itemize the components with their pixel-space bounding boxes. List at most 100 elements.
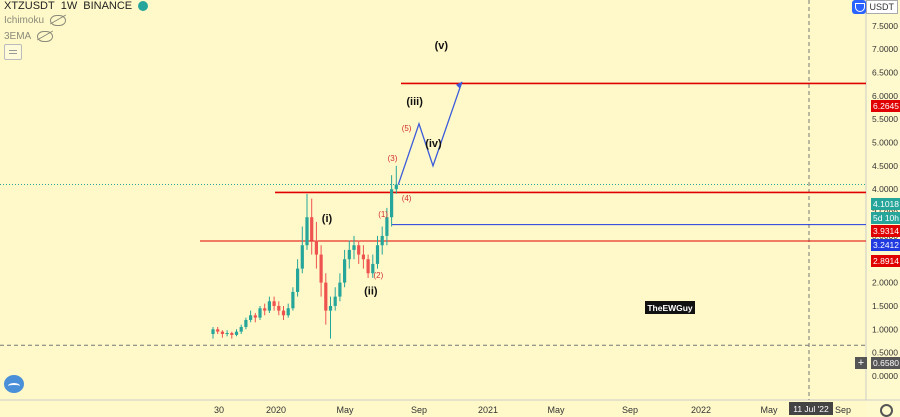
y-tick-label: 2.0000 bbox=[872, 278, 898, 288]
wave-label: (v) bbox=[435, 40, 449, 52]
candle-body[interactable] bbox=[385, 217, 389, 236]
symbol-label: XTZUSDT bbox=[4, 0, 55, 12]
currency-badge[interactable]: USDT bbox=[865, 0, 898, 14]
candle-body[interactable] bbox=[347, 249, 351, 260]
candle-body[interactable] bbox=[390, 189, 394, 218]
candle-body[interactable] bbox=[357, 245, 361, 255]
candle-body[interactable] bbox=[333, 296, 337, 306]
price-label-box bbox=[871, 212, 900, 224]
status-dot-icon bbox=[138, 1, 149, 11]
candle-body[interactable] bbox=[249, 315, 253, 320]
candle-body[interactable] bbox=[380, 235, 384, 246]
y-tick-label: 4.5000 bbox=[872, 161, 898, 171]
candle-body[interactable] bbox=[230, 333, 234, 335]
y-tick-label: 0.0000 bbox=[872, 371, 898, 381]
candle-body[interactable] bbox=[366, 259, 370, 274]
candle-body[interactable] bbox=[281, 310, 286, 316]
y-tick-label: 6.5000 bbox=[872, 67, 898, 77]
symbol-legend[interactable]: XTZUSDT 1W BINANCE bbox=[4, 0, 149, 12]
x-tick-label: Sep bbox=[411, 405, 427, 415]
candle-body[interactable] bbox=[296, 268, 300, 292]
indicator-label: Ichimoku bbox=[4, 15, 45, 26]
y-tick-label: 1.5000 bbox=[872, 301, 898, 311]
candle-body[interactable] bbox=[267, 301, 271, 311]
indicator-3ema[interactable]: 3EMA bbox=[4, 31, 54, 42]
candle-body[interactable] bbox=[375, 245, 380, 264]
y-tick-label: 0.5000 bbox=[872, 348, 898, 358]
candle-body[interactable] bbox=[305, 217, 309, 246]
watermark-box bbox=[645, 301, 695, 314]
x-tick-label: 2020 bbox=[266, 405, 286, 415]
price-label-box bbox=[871, 357, 900, 369]
candle-body[interactable] bbox=[216, 329, 220, 332]
candle-body[interactable] bbox=[291, 291, 295, 309]
gear-icon[interactable] bbox=[880, 404, 893, 417]
eye-off-icon[interactable] bbox=[37, 31, 54, 42]
wave-label: (2) bbox=[374, 271, 384, 280]
indicator-label: 3EMA bbox=[4, 31, 32, 42]
candle-body[interactable] bbox=[286, 308, 290, 316]
candle-body[interactable] bbox=[310, 217, 314, 241]
y-tick-label: 7.5000 bbox=[872, 21, 898, 31]
candle-body[interactable] bbox=[361, 254, 365, 260]
x-tick-label: May bbox=[547, 405, 565, 415]
candle-body[interactable] bbox=[371, 263, 375, 274]
candle-body[interactable] bbox=[244, 319, 248, 327]
price-label-box bbox=[871, 239, 900, 251]
candle-body[interactable] bbox=[234, 331, 239, 335]
wave-label: (ii) bbox=[364, 285, 378, 297]
price-label: 2.8914 bbox=[873, 256, 899, 266]
y-tick-label: 4.0000 bbox=[872, 184, 898, 194]
wave-label: (iii) bbox=[406, 96, 423, 108]
wave-label: (5) bbox=[402, 124, 412, 133]
wave-label: (iv) bbox=[425, 138, 442, 150]
indicator-ichimoku[interactable]: Ichimoku bbox=[4, 15, 67, 26]
collapse-legend-icon[interactable] bbox=[4, 44, 22, 60]
candle-body[interactable] bbox=[338, 282, 342, 297]
candle-body[interactable] bbox=[277, 305, 281, 311]
candle-body[interactable] bbox=[352, 245, 356, 250]
candle-body[interactable] bbox=[239, 326, 243, 332]
price-label-box bbox=[871, 198, 900, 210]
candle-body[interactable] bbox=[258, 308, 262, 318]
price-label: 3.2412 bbox=[873, 240, 899, 250]
candle-body[interactable] bbox=[300, 245, 304, 269]
candle-body[interactable] bbox=[272, 301, 276, 306]
x-tick-label: Sep bbox=[835, 405, 851, 415]
candle-body[interactable] bbox=[314, 240, 318, 255]
wave-label: (4) bbox=[402, 194, 412, 203]
candle-body[interactable] bbox=[343, 259, 347, 283]
shield-icon[interactable] bbox=[852, 0, 866, 14]
candle-body[interactable] bbox=[324, 282, 328, 311]
candle-body[interactable] bbox=[328, 305, 333, 311]
candle-body[interactable] bbox=[253, 315, 257, 318]
price-label: 0.6580 bbox=[873, 358, 899, 368]
tradingview-logo-icon[interactable] bbox=[4, 375, 24, 393]
y-tick-label: 5.5000 bbox=[872, 114, 898, 124]
candle-body[interactable] bbox=[225, 333, 229, 335]
plus-icon[interactable]: + bbox=[855, 357, 867, 369]
projection-arrowhead bbox=[456, 81, 462, 89]
x-tick-label: May bbox=[760, 405, 778, 415]
y-tick-label: 5.0000 bbox=[872, 138, 898, 148]
time-cursor-badge bbox=[789, 402, 833, 415]
price-label-box bbox=[871, 100, 900, 112]
candle-body[interactable] bbox=[263, 308, 267, 311]
interval-label: 1W bbox=[60, 0, 78, 12]
candle-body[interactable] bbox=[220, 331, 224, 334]
wave-label: (i) bbox=[322, 213, 333, 225]
price-label-box bbox=[871, 225, 900, 237]
watermark-text: TheEWGuy bbox=[647, 303, 693, 313]
candle-body[interactable] bbox=[211, 329, 215, 334]
x-tick-label: 2022 bbox=[691, 405, 711, 415]
eye-off-icon[interactable] bbox=[50, 15, 67, 26]
price-label: 4.1018 bbox=[873, 199, 899, 209]
time-cursor-label: 11 Jul '22 bbox=[793, 404, 829, 414]
candle-body[interactable] bbox=[394, 184, 398, 190]
x-tick-label: May bbox=[336, 405, 354, 415]
candle-body[interactable] bbox=[319, 254, 323, 283]
wave-projection-path[interactable] bbox=[397, 81, 463, 185]
y-tick-label: 6.0000 bbox=[872, 91, 898, 101]
